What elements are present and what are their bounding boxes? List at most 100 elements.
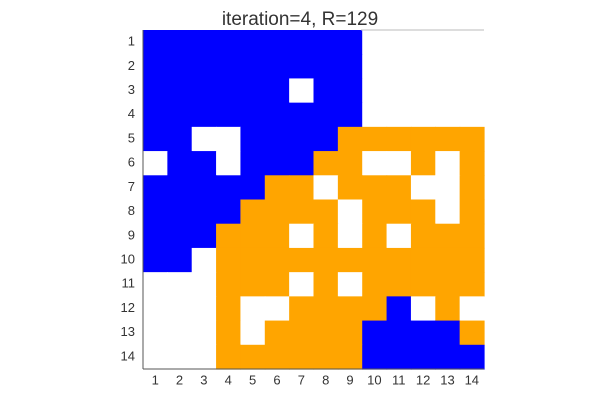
heatmap-cell-r5-c8 — [313, 126, 339, 152]
heatmap-cell-r9-c14 — [459, 223, 485, 249]
heatmap-cell-r8-c12 — [410, 199, 436, 225]
heatmap-cell-r9-c8 — [313, 223, 339, 249]
heatmap-cell-r11-c8 — [313, 272, 339, 297]
heatmap-cell-r7-c4 — [216, 175, 242, 201]
heatmap-cell-r9-c2 — [167, 223, 193, 249]
heatmap-cell-r2-c3 — [191, 54, 217, 80]
heatmap-cell-r5-c3 — [191, 126, 217, 152]
heatmap-cell-r1-c5 — [240, 30, 266, 55]
x-tick-label-13: 13 — [440, 372, 454, 387]
heatmap-cell-r2-c10 — [362, 54, 388, 80]
heatmap-cell-r4-c2 — [167, 102, 193, 128]
heatmap-cell-r1-c1 — [143, 30, 168, 55]
heatmap-cell-r13-c3 — [191, 320, 217, 346]
heatmap-cell-r11-c11 — [386, 272, 412, 297]
y-tick-label-14: 14 — [121, 348, 135, 363]
y-tick-label-8: 8 — [128, 203, 135, 218]
heatmap-cell-r14-c5 — [240, 344, 266, 370]
heatmap-cell-r13-c6 — [264, 320, 290, 346]
heatmap-cell-r11-c5 — [240, 272, 266, 297]
heatmap-cell-r9-c9 — [337, 223, 363, 249]
heatmap-cell-r3-c12 — [410, 78, 436, 104]
heatmap-cell-r6-c3 — [191, 151, 217, 176]
heatmap-cell-r10-c1 — [143, 247, 168, 273]
x-tick-label-4: 4 — [225, 372, 232, 387]
heatmap-cell-r2-c12 — [410, 54, 436, 80]
heatmap-cell-r4-c8 — [313, 102, 339, 128]
heatmap-cell-r4-c6 — [264, 102, 290, 128]
heatmap-cell-r8-c1 — [143, 199, 168, 225]
heatmap-cell-r8-c10 — [362, 199, 388, 225]
heatmap-cell-r14-c12 — [410, 344, 436, 370]
heatmap-cell-r8-c5 — [240, 199, 266, 225]
heatmap-cell-r12-c3 — [191, 296, 217, 322]
heatmap-cell-r12-c2 — [167, 296, 193, 322]
heatmap-cell-r10-c13 — [435, 247, 461, 273]
heatmap-cell-r14-c13 — [435, 344, 461, 370]
heatmap-cell-r11-c3 — [191, 272, 217, 297]
heatmap-cell-r4-c3 — [191, 102, 217, 128]
y-tick-label-10: 10 — [121, 251, 135, 266]
heatmap-cell-r7-c2 — [167, 175, 193, 201]
heatmap-cell-r3-c6 — [264, 78, 290, 104]
heatmap-cell-r11-c4 — [216, 272, 242, 297]
heatmap-cell-r9-c4 — [216, 223, 242, 249]
heatmap-cell-r5-c10 — [362, 126, 388, 152]
heatmap-cell-r14-c3 — [191, 344, 217, 370]
heatmap-cell-r13-c8 — [313, 320, 339, 346]
heatmap-cell-r12-c8 — [313, 296, 339, 322]
heatmap-cell-r4-c12 — [410, 102, 436, 128]
heatmap-cell-r10-c10 — [362, 247, 388, 273]
heatmap-cell-r4-c4 — [216, 102, 242, 128]
heatmap-cell-r6-c7 — [289, 151, 315, 176]
x-tick-label-2: 2 — [176, 372, 183, 387]
heatmap-cell-r9-c1 — [143, 223, 168, 249]
heatmap-cell-r8-c2 — [167, 199, 193, 225]
heatmap-cell-r3-c4 — [216, 78, 242, 104]
heatmap-cell-r8-c7 — [289, 199, 315, 225]
heatmap-cell-r3-c1 — [143, 78, 168, 104]
heatmap-cell-r6-c8 — [313, 151, 339, 176]
heatmap-cell-r7-c8 — [313, 175, 339, 201]
y-tick-label-2: 2 — [128, 58, 135, 73]
heatmap-cell-r12-c12 — [410, 296, 436, 322]
y-tick-label-12: 12 — [121, 300, 135, 315]
x-tick-label-5: 5 — [249, 372, 256, 387]
heatmap-cell-r4-c14 — [459, 102, 485, 128]
heatmap-cell-r7-c9 — [337, 175, 363, 201]
heatmap-cell-r12-c10 — [362, 296, 388, 322]
heatmap-cell-r1-c11 — [386, 30, 412, 55]
y-tick-label-5: 5 — [128, 130, 135, 145]
heatmap-cell-r1-c6 — [264, 30, 290, 55]
heatmap-cell-r7-c12 — [410, 175, 436, 201]
heatmap-cell-r4-c7 — [289, 102, 315, 128]
heatmap-cell-r5-c6 — [264, 126, 290, 152]
heatmap-cell-r2-c14 — [459, 54, 485, 80]
heatmap-cell-r6-c13 — [435, 151, 461, 176]
heatmap-cell-r9-c5 — [240, 223, 266, 249]
heatmap-cell-r8-c11 — [386, 199, 412, 225]
y-tick-label-7: 7 — [128, 179, 135, 194]
heatmap-cell-r3-c8 — [313, 78, 339, 104]
heatmap-cell-r2-c4 — [216, 54, 242, 80]
heatmap-cell-r7-c6 — [264, 175, 290, 201]
heatmap-cell-r4-c9 — [337, 102, 363, 128]
heatmap-cell-r6-c11 — [386, 151, 412, 176]
heatmap-cell-r1-c14 — [459, 30, 485, 55]
heatmap-cell-r3-c14 — [459, 78, 485, 104]
heatmap-cell-r8-c4 — [216, 199, 242, 225]
heatmap-cell-r12-c5 — [240, 296, 266, 322]
heatmap-cell-r4-c1 — [143, 102, 168, 128]
heatmap-cell-r13-c1 — [143, 320, 168, 346]
heatmap-cell-r12-c6 — [264, 296, 290, 322]
chart-title: iteration=4, R=129 — [222, 9, 378, 30]
heatmap-cell-r7-c11 — [386, 175, 412, 201]
heatmap-cell-r13-c14 — [459, 320, 485, 346]
heatmap-cell-r2-c6 — [264, 54, 290, 80]
heatmap-cell-r12-c13 — [435, 296, 461, 322]
heatmap-cell-r2-c13 — [435, 54, 461, 80]
heatmap-cell-r8-c3 — [191, 199, 217, 225]
x-tick-label-8: 8 — [322, 372, 329, 387]
heatmap-cell-r14-c2 — [167, 344, 193, 370]
heatmap-cell-r10-c4 — [216, 247, 242, 273]
